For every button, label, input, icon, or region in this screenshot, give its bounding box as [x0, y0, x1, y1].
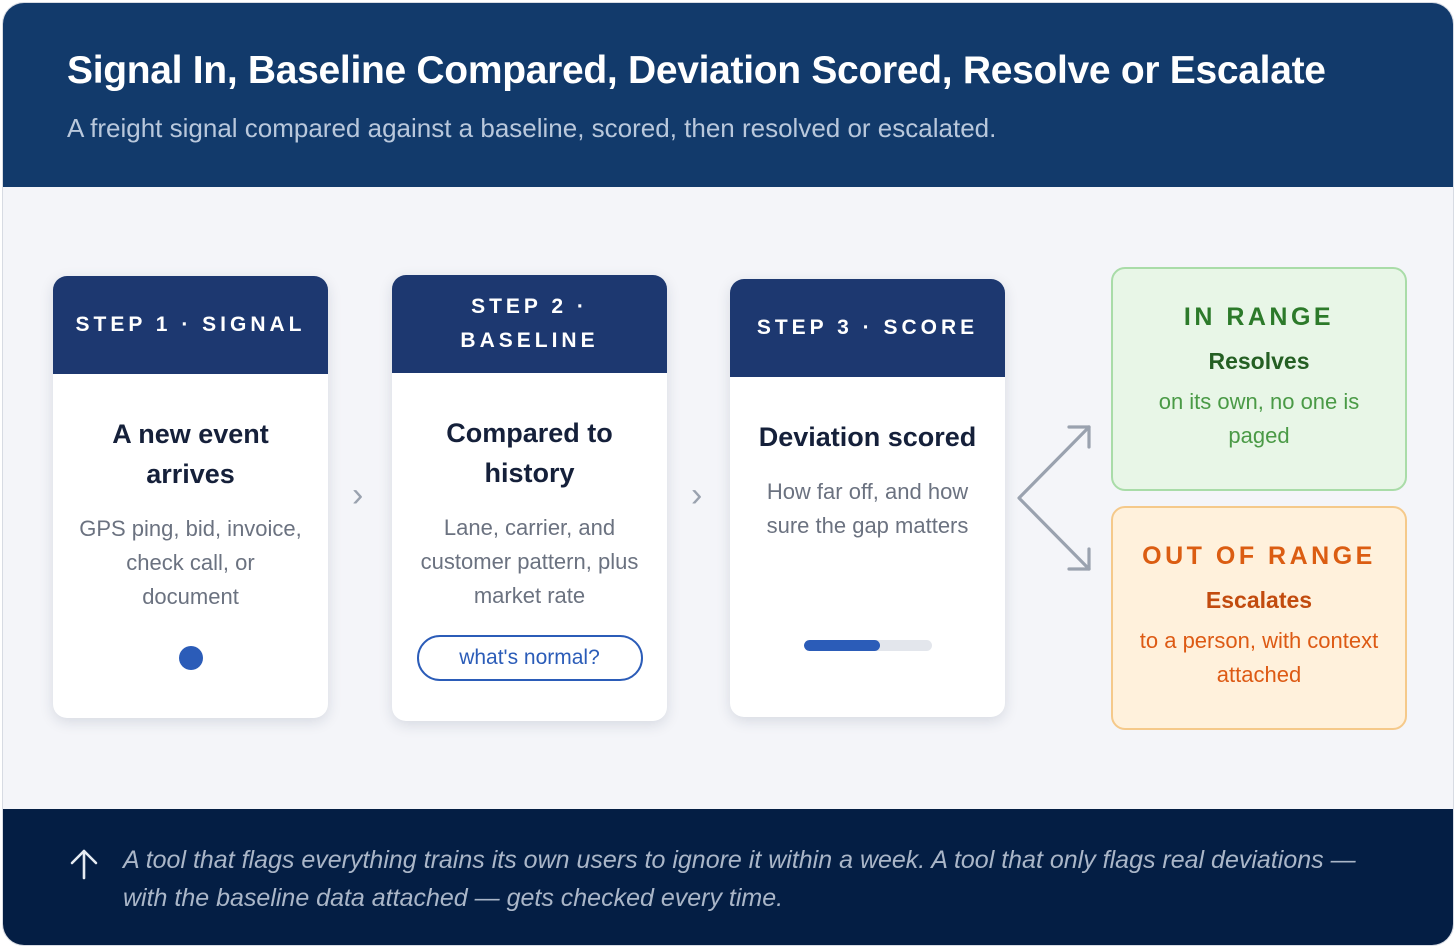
- step-label: STEP 3 · SCORE: [730, 279, 1005, 377]
- page-title: Signal In, Baseline Compared, Deviation …: [67, 49, 1326, 92]
- chevron-right-icon: ›: [352, 476, 364, 514]
- page-subtitle: A freight signal compared against a base…: [67, 113, 997, 143]
- step-description: GPS ping, bid, invoice, check call, or d…: [79, 516, 302, 609]
- step-title: A new event arrives: [112, 419, 269, 489]
- step-description: Lane, carrier, and customer pattern, plu…: [420, 515, 639, 608]
- step-card-score: STEP 3 · SCORE Deviation scored How far …: [730, 279, 1005, 717]
- outcome-description: on its own, no one is paged: [1158, 389, 1360, 448]
- step-description: How far off, and how sure the gap matter…: [766, 479, 969, 538]
- footer-text: A tool that flags everything trains its …: [123, 846, 1356, 912]
- outcome-heading: Resolves: [1208, 348, 1310, 374]
- outcome-label: IN RANGE: [1183, 303, 1335, 331]
- deviation-score-meter-fill: [803, 640, 881, 651]
- step-title: Compared to history: [446, 418, 613, 488]
- step-label: STEP 2 · BASELINE: [392, 275, 667, 373]
- outcome-description: to a person, with context attached: [1139, 628, 1379, 687]
- arrow-up-icon: [70, 849, 98, 880]
- outcome-out-of-range: OUT OF RANGE Escalates to a person, with…: [1111, 506, 1407, 730]
- whats-normal-pill: what's normal?: [416, 635, 643, 681]
- signal-dot-icon: [178, 646, 203, 670]
- deviation-score-meter: [803, 640, 932, 651]
- branch-arrows-icon: [1017, 425, 1091, 571]
- step-label: STEP 1 · SIGNAL: [53, 276, 328, 374]
- outcome-label: OUT OF RANGE: [1142, 542, 1376, 570]
- outcome-heading: Escalates: [1205, 587, 1313, 613]
- header: Signal In, Baseline Compared, Deviation …: [3, 3, 1453, 187]
- step-card-baseline: STEP 2 · BASELINE Compared to history La…: [392, 275, 667, 721]
- step-card-signal: STEP 1 · SIGNAL A new event arrives GPS …: [53, 276, 328, 718]
- step-title: Deviation scored: [758, 422, 977, 452]
- outcome-in-range: IN RANGE Resolves on its own, no one is …: [1111, 267, 1407, 491]
- chevron-right-icon: ›: [691, 476, 703, 514]
- footer-note: A tool that flags everything trains its …: [3, 809, 1453, 945]
